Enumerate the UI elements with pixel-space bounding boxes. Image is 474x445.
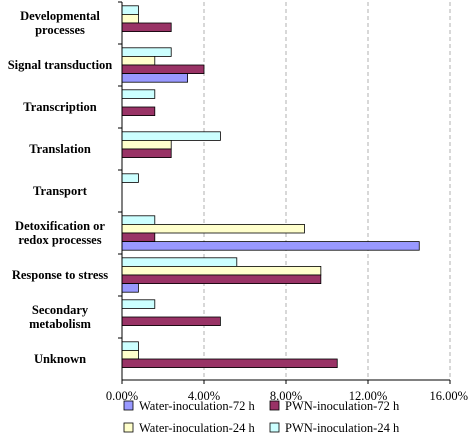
- category-label: Unknown: [34, 352, 86, 366]
- bar: [121, 341, 139, 351]
- legend-swatch: [269, 400, 280, 411]
- legend-label: PWN-inoculation-72 h: [285, 399, 400, 413]
- bar: [121, 64, 205, 75]
- category-label: Translation: [29, 142, 91, 156]
- bar: [121, 148, 172, 159]
- bar: [121, 173, 139, 183]
- x-tick-label: 4.00%: [188, 389, 220, 403]
- bar: [121, 131, 221, 141]
- legend-label: Water-inoculation-72 h: [139, 399, 255, 413]
- bar: [121, 89, 156, 99]
- bar: [121, 232, 156, 243]
- bar: [121, 274, 322, 285]
- x-tick-labels: 0.00% 4.00% 8.00% 12.00% 16.00%: [106, 389, 468, 403]
- bar: [121, 73, 188, 83]
- bar: [121, 265, 322, 276]
- category-label: Secondary: [32, 303, 89, 317]
- bar: [121, 241, 420, 251]
- legend: Water-inoculation-72 h PWN-inoculation-72…: [123, 399, 400, 435]
- bar: [121, 283, 139, 293]
- legend-swatch: [123, 400, 134, 411]
- category-label: redox processes: [18, 233, 101, 247]
- category-label: Response to stress: [12, 268, 108, 282]
- bar: [121, 47, 172, 57]
- legend-swatch: [123, 422, 134, 433]
- bar: [121, 106, 156, 117]
- category-label: Transport: [33, 184, 88, 198]
- category-label: Transcription: [23, 100, 96, 114]
- legend-swatch: [269, 422, 280, 433]
- bar: [121, 223, 305, 234]
- x-tick-label: 12.00%: [349, 389, 388, 403]
- bar: [121, 257, 238, 267]
- bar: [121, 358, 338, 369]
- x-tick-label: 0.00%: [106, 389, 138, 403]
- bar: [121, 13, 139, 24]
- category-label: Signal transduction: [8, 58, 113, 72]
- axes: [118, 1, 451, 384]
- bar: [121, 299, 156, 309]
- legend-label: PWN-inoculation-24 h: [285, 421, 400, 435]
- bar: [121, 316, 221, 327]
- bar: [121, 56, 156, 66]
- category-label: metabolism: [29, 317, 91, 331]
- gridlines: [203, 2, 451, 380]
- bar: [121, 139, 172, 150]
- bar: [121, 215, 156, 225]
- bar: [121, 349, 139, 360]
- legend-label: Water-inoculation-24 h: [139, 421, 255, 435]
- bar: [121, 5, 139, 15]
- category-label: Developmental: [20, 9, 100, 23]
- category-label: Detoxification or: [15, 219, 105, 233]
- x-tick-label: 16.00%: [429, 389, 468, 403]
- bars: [121, 5, 420, 369]
- x-tick-label: 8.00%: [270, 389, 302, 403]
- category-label: processes: [35, 23, 85, 37]
- bar: [121, 22, 172, 33]
